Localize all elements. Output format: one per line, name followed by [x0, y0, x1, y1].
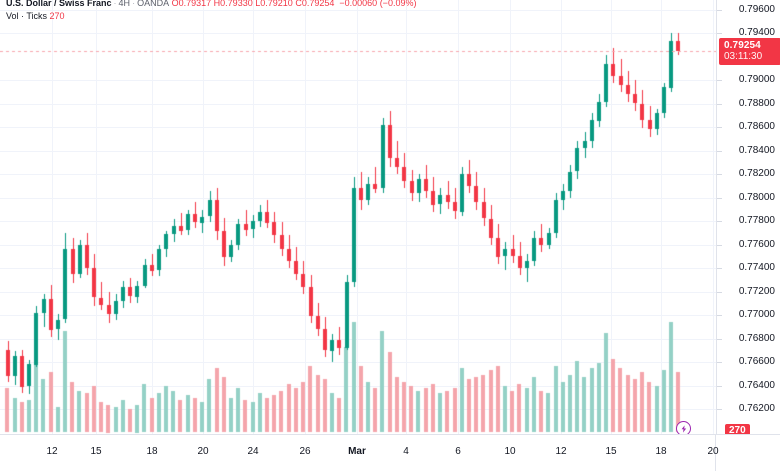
- time-axis-label: 4: [403, 446, 409, 457]
- price-axis-tick: [717, 174, 722, 175]
- price-axis-label: 0.78200: [738, 168, 775, 180]
- price-axis[interactable]: 0.79254 03:11:30 270 0.79600 0.79400 0.790…: [716, 0, 780, 438]
- legend-low-value: 0.79210: [260, 0, 293, 8]
- time-axis-label: 18: [146, 446, 158, 457]
- time-axis-label: 20: [707, 446, 719, 457]
- price-axis-tick: [717, 292, 722, 293]
- price-axis-label: 0.77800: [738, 215, 775, 227]
- legend-change-abs: −0.00060: [339, 0, 378, 8]
- price-axis-label: 0.79400: [738, 27, 775, 39]
- price-axis-tick: [717, 339, 722, 340]
- legend-high-label: H: [213, 0, 221, 8]
- price-axis-tick: [717, 80, 722, 81]
- price-axis-tick: [717, 127, 722, 128]
- time-axis[interactable]: 12 15 18 20 24 26 Mar 4 6 10 12 15 18 20: [0, 434, 780, 471]
- price-axis-tick: [717, 268, 722, 269]
- price-axis-tick: [717, 198, 722, 199]
- time-axis-label: 12: [46, 446, 58, 457]
- price-axis-label: 0.78400: [738, 144, 775, 156]
- price-axis-label: 0.76400: [738, 379, 775, 391]
- price-axis-label: 0.79000: [738, 74, 775, 86]
- time-axis-label: 24: [247, 446, 259, 457]
- price-axis-label: 0.77200: [738, 285, 775, 297]
- chart-legend: U.S. Dollar / Swiss Franc · 4H · OANDA O0.79…: [6, 0, 416, 22]
- legend-exchange[interactable]: OANDA: [137, 0, 170, 8]
- legend-volume-value: 270: [49, 11, 65, 21]
- price-axis-tick: [717, 221, 722, 222]
- price-axis-tick: [717, 315, 722, 316]
- legend-change-pct: (−0.09%): [379, 0, 417, 8]
- time-axis-label: 15: [90, 446, 102, 457]
- time-axis-label: 12: [555, 446, 567, 457]
- legend-sep-2: ·: [132, 0, 136, 8]
- price-axis-tick: [717, 245, 722, 246]
- time-axis-label: 26: [299, 446, 311, 457]
- current-price-tag[interactable]: 0.79254 03:11:30: [719, 37, 780, 65]
- legend-sep-1: ·: [113, 0, 117, 8]
- price-axis-tick: [717, 104, 722, 105]
- price-axis-tick: [717, 362, 722, 363]
- chart-plot-area[interactable]: U.S. Dollar / Swiss Franc · 4H · OANDA O0.79…: [0, 0, 716, 434]
- time-axis-label: 10: [504, 446, 516, 457]
- price-axis-tick: [717, 33, 722, 34]
- price-axis-label: 0.78600: [738, 121, 775, 133]
- legend-low-label: L: [255, 0, 261, 8]
- volume-value-badge[interactable]: 270: [725, 424, 750, 438]
- legend-close-value: 0.79254: [301, 0, 335, 8]
- price-axis-label: 0.79600: [738, 4, 775, 15]
- candlestick-canvas[interactable]: [0, 0, 716, 434]
- current-price-value: 0.79254: [724, 39, 761, 51]
- lightning-bolt-icon[interactable]: [676, 421, 691, 434]
- price-axis-label: 0.76600: [738, 356, 775, 368]
- legend-volume-row[interactable]: Vol · Ticks 270: [6, 10, 416, 22]
- legend-interval[interactable]: 4H: [118, 0, 131, 8]
- time-axis-label: 15: [605, 446, 617, 457]
- price-axis-tick: [717, 151, 722, 152]
- price-axis-label: 0.78000: [738, 191, 775, 203]
- price-axis-label: 0.78800: [738, 97, 775, 109]
- legend-symbol[interactable]: U.S. Dollar / Swiss Franc: [6, 0, 112, 8]
- axis-corner-divider: [715, 435, 716, 471]
- legend-volume-title[interactable]: Vol · Ticks: [6, 11, 48, 21]
- price-axis-label: 0.77400: [738, 262, 775, 274]
- time-axis-label: 6: [455, 446, 461, 457]
- legend-open-value: 0.79317: [178, 0, 212, 8]
- time-axis-label: 18: [655, 446, 667, 457]
- legend-symbol-row[interactable]: U.S. Dollar / Swiss Franc · 4H · OANDA O0.79…: [6, 0, 416, 9]
- price-axis-label: 0.77600: [738, 238, 775, 250]
- legend-close-label: C: [295, 0, 302, 8]
- price-axis-label: 0.76800: [738, 332, 775, 344]
- time-axis-label: Mar: [348, 446, 366, 457]
- time-axis-label: 20: [197, 446, 209, 457]
- price-axis-label: 0.77000: [738, 309, 775, 321]
- legend-high-value: 0.79330: [220, 0, 253, 8]
- legend-open-label: O: [171, 0, 179, 8]
- price-axis-tick: [717, 10, 722, 11]
- price-axis-tick: [717, 409, 722, 410]
- price-axis-label: 0.76200: [738, 403, 775, 414]
- price-axis-tick: [717, 386, 722, 387]
- bar-countdown: 03:11:30: [724, 50, 763, 62]
